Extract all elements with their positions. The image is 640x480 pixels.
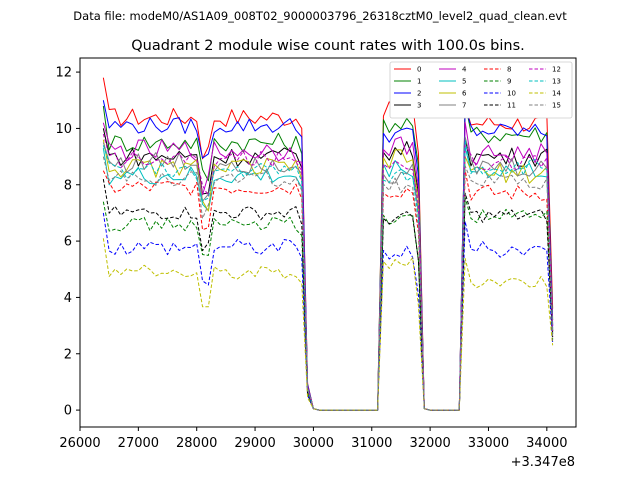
legend-label-1: 1 xyxy=(417,78,421,86)
series-line-8 xyxy=(102,169,554,411)
legend-label-11: 11 xyxy=(507,102,516,110)
x-tick-label: 34000 xyxy=(526,436,567,451)
legend-label-12: 12 xyxy=(552,66,561,74)
chart-title: Quadrant 2 module wise count rates with … xyxy=(131,38,525,54)
x-tick-label: 31000 xyxy=(351,436,392,451)
x-axis-offset-label: +3.347e8 xyxy=(511,455,575,470)
legend-label-14: 14 xyxy=(552,90,561,98)
legend-label-10: 10 xyxy=(507,90,516,98)
y-tick-label: 2 xyxy=(64,347,72,362)
series-line-10 xyxy=(102,212,554,411)
series-line-12 xyxy=(102,133,554,411)
legend-label-4: 4 xyxy=(462,66,467,74)
legend-label-7: 7 xyxy=(462,102,466,110)
legend-label-6: 6 xyxy=(462,90,467,98)
series-line-14 xyxy=(102,238,554,411)
legend-label-5: 5 xyxy=(462,78,466,86)
series-line-0 xyxy=(102,77,554,411)
axis-ticks: 26000 27000 28000 29000 30000 31000 32000 33000… xyxy=(55,66,567,451)
x-tick-label: 30000 xyxy=(293,436,334,451)
y-tick-label: 4 xyxy=(64,291,72,306)
legend-box xyxy=(389,61,573,119)
legend-label-8: 8 xyxy=(507,66,511,74)
figure-suptitle: Data file: modeM0/AS1A09_008T02_90000037… xyxy=(73,9,567,23)
series-line-11 xyxy=(102,179,554,411)
series-line-4 xyxy=(102,121,554,411)
y-tick-label: 10 xyxy=(55,122,72,137)
x-tick-label: 28000 xyxy=(176,436,217,451)
series-line-15 xyxy=(102,156,554,411)
series-line-5 xyxy=(102,146,554,411)
legend-label-3: 3 xyxy=(417,102,421,110)
plot-area xyxy=(102,77,554,411)
axes-frame xyxy=(79,57,577,428)
series-line-3 xyxy=(102,128,554,411)
x-tick-label: 29000 xyxy=(234,436,275,451)
legend-label-0: 0 xyxy=(417,66,421,74)
legend-label-9: 9 xyxy=(507,78,511,86)
series-line-9 xyxy=(102,197,554,411)
x-tick-label: 33000 xyxy=(468,436,509,451)
y-tick-label: 6 xyxy=(64,235,72,250)
y-tick-label: 0 xyxy=(64,404,72,419)
legend-label-15: 15 xyxy=(552,102,561,110)
y-tick-label: 8 xyxy=(64,178,72,193)
x-tick-label: 26000 xyxy=(59,436,100,451)
legend-label-13: 13 xyxy=(552,78,561,86)
legend-label-2: 2 xyxy=(417,90,421,98)
x-tick-label: 32000 xyxy=(409,436,450,451)
y-tick-label: 12 xyxy=(55,66,72,81)
x-tick-label: 27000 xyxy=(118,436,159,451)
